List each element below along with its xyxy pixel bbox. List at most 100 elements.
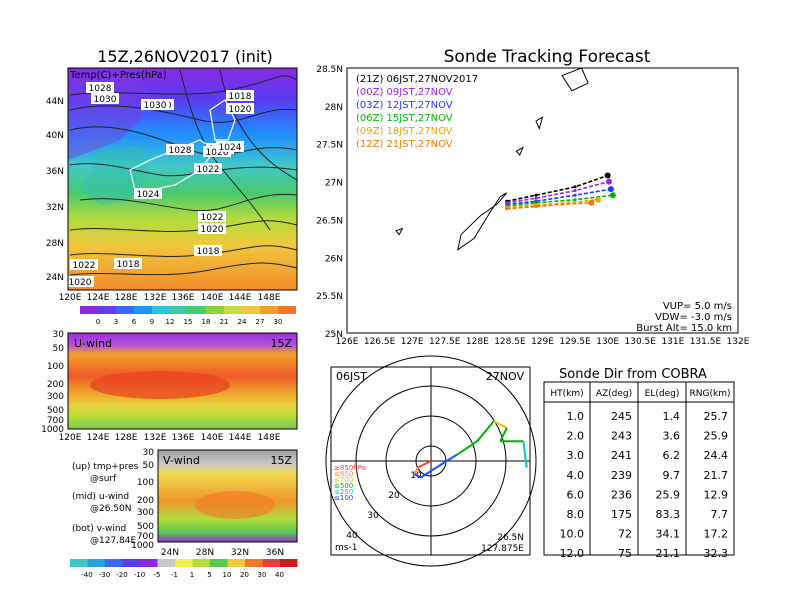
lat-tick-label: 24N (46, 273, 64, 283)
temp-scale-swatch (116, 306, 134, 314)
track-lon-label: 130.5E (625, 337, 657, 347)
table-cell: 32.3 (704, 547, 729, 560)
hodograph-segment (522, 441, 528, 468)
lat-tick-label: 40N (46, 131, 64, 141)
track-lon-label: 131E (661, 337, 684, 347)
hodograph-segment (414, 473, 422, 479)
track-lat-label: 27N (325, 179, 343, 189)
lon-tick-label: 128E (115, 293, 138, 303)
track-lon-label: 130E (596, 337, 619, 347)
track-lon-label: 126.5E (364, 337, 396, 347)
track-series-line (506, 201, 592, 210)
v-level-label: 500 (137, 522, 154, 532)
u-lon-label: 128E (115, 433, 138, 443)
table-body-box (543, 401, 735, 556)
v-lat-label: 24N (161, 548, 179, 558)
temp-scale-swatch (260, 306, 278, 314)
track-lat-label: 27.5N (316, 141, 343, 151)
polar-loc-lat: 26.5N (497, 533, 524, 543)
isobar-label-bg (91, 93, 119, 104)
wind-scale-label: 1 (190, 571, 194, 579)
table-cell: 12.9 (704, 488, 729, 501)
polar-level-legend: ≤700 (334, 476, 353, 484)
temp-scale-label: 12 (166, 318, 175, 326)
u-wind-time: 15Z (270, 337, 292, 350)
u-level-label: 1000 (41, 425, 64, 435)
polar-unit-label: ms-1 (335, 543, 357, 553)
wind-scale-swatch (210, 559, 228, 567)
v-lat-label: 36N (266, 548, 284, 558)
track-info-text: Burst Alt= 15.0 km (636, 323, 732, 334)
track-lon-label: 131.5E (690, 337, 722, 347)
isobar-label: 1024 (219, 143, 242, 153)
table-cell: 24.4 (704, 449, 729, 462)
amami-island (561, 67, 589, 92)
table-cell: 243 (611, 430, 632, 443)
table-cell: 241 (611, 449, 632, 462)
wind-scale-swatch (70, 559, 88, 567)
lon-tick-label: 144E (229, 293, 252, 303)
wind-scale-label: -30 (99, 571, 110, 579)
isobar-label: 1024 (137, 190, 160, 200)
wind-scale-label: 20 (240, 571, 249, 579)
isobar-label: 1026 (206, 148, 229, 158)
temp-scale-label: 15 (184, 318, 193, 326)
u-wind-frame (67, 332, 298, 430)
table-header-cell: HT(km) (550, 389, 583, 399)
wind-scale-label: 40 (275, 571, 284, 579)
track-lat-label: 25N (325, 330, 343, 340)
temp-scale-label: 6 (132, 318, 137, 326)
v-lat-label: 32N (231, 548, 249, 558)
temp-scale-swatch (170, 306, 188, 314)
lat-tick-label: 28N (46, 239, 64, 249)
table-title: Sonde Dir from COBRA (559, 367, 707, 382)
table-cell: 4.0 (567, 469, 585, 482)
track-lat-label: 26N (325, 254, 343, 264)
track-lon-label: 126E (336, 337, 359, 347)
v-level-label: 30 (143, 448, 155, 458)
isobar-label-bg (114, 258, 142, 269)
isobar-label-bg (70, 259, 98, 270)
track-legend-entry: (21Z) 06JST,27NOV2017 (356, 74, 478, 85)
polar-ring (325, 355, 537, 567)
polar-level-legend: ≤500 (334, 482, 353, 490)
u-lon-label: 136E (172, 433, 195, 443)
table-cell: 72 (618, 528, 632, 541)
lon-tick-label: 132E (144, 293, 167, 303)
wind-scale-label: -40 (81, 571, 92, 579)
table-cell: 2.0 (567, 430, 585, 443)
map-legend-label: Temp(C)+Pres(hPa) (69, 70, 167, 81)
okinawa-island (457, 192, 508, 251)
right-title: Sonde Tracking Forecast (444, 47, 651, 67)
table-cell: 25.9 (704, 430, 729, 443)
lon-tick-label: 120E (59, 293, 82, 303)
temp-scale-swatch (80, 306, 98, 314)
track-legend-entry: (12Z) 21JST,27NOV (356, 139, 453, 150)
u-lon-label: 148E (258, 433, 281, 443)
track-lat-label: 28.5N (316, 65, 343, 75)
lon-tick-label: 124E (87, 293, 110, 303)
track-lon-label: 128E (466, 337, 489, 347)
hodograph-segment (413, 467, 419, 475)
track-lon-label: 127.5E (429, 337, 461, 347)
table-header-cell: EL(deg) (645, 389, 680, 399)
u-level-label: 200 (47, 380, 64, 390)
u-lon-label: 144E (229, 433, 252, 443)
track-point (534, 196, 538, 200)
table-header-cell: RNG(km) (690, 389, 731, 399)
table-cell: 3.0 (567, 449, 585, 462)
wind-scale-swatch (87, 559, 105, 567)
isobar-label: 1022 (73, 261, 96, 271)
track-point (605, 178, 612, 185)
polar-ring-label: 20 (388, 491, 400, 501)
temp-scale-swatch (188, 306, 206, 314)
hodograph-segment (493, 420, 508, 429)
v-level-label: 200 (137, 496, 154, 506)
u-lon-label: 140E (201, 433, 224, 443)
v-wind-frame (157, 449, 298, 543)
lon-tick-label: 140E (201, 293, 224, 303)
u-lon-label: 124E (87, 433, 110, 443)
isobar-line (79, 193, 298, 212)
u-level-label: 700 (47, 416, 64, 426)
v-wind-time: 15Z (270, 454, 292, 467)
